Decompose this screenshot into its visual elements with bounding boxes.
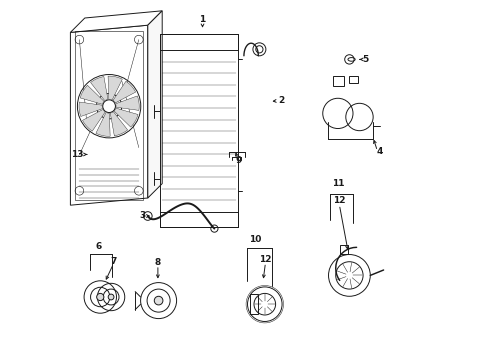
Bar: [349, 76, 358, 83]
Bar: [160, 212, 238, 227]
Polygon shape: [113, 81, 136, 103]
Circle shape: [97, 293, 104, 301]
Bar: [74, 31, 144, 200]
Text: 8: 8: [155, 258, 161, 266]
Polygon shape: [79, 102, 102, 117]
Polygon shape: [110, 112, 127, 136]
Text: 2: 2: [278, 96, 284, 105]
Polygon shape: [114, 108, 138, 127]
Text: 4: 4: [377, 147, 383, 156]
Bar: [341, 245, 347, 254]
Text: 9: 9: [236, 156, 242, 165]
Bar: [160, 34, 238, 50]
Text: 7: 7: [110, 256, 117, 265]
Polygon shape: [148, 11, 162, 198]
Text: 1: 1: [199, 15, 206, 24]
Polygon shape: [71, 11, 162, 32]
Text: 12: 12: [333, 197, 345, 205]
Polygon shape: [108, 76, 122, 100]
Polygon shape: [82, 109, 105, 131]
Text: 11: 11: [332, 179, 344, 188]
Text: 6: 6: [96, 242, 101, 251]
Polygon shape: [80, 85, 104, 104]
Text: 13: 13: [71, 150, 83, 159]
Polygon shape: [116, 96, 139, 111]
Circle shape: [154, 296, 163, 305]
Bar: [160, 34, 238, 227]
Circle shape: [108, 294, 114, 300]
Text: 5: 5: [363, 55, 368, 64]
Text: 10: 10: [248, 235, 261, 244]
Text: 3: 3: [139, 211, 146, 220]
Text: 12: 12: [259, 255, 272, 264]
Bar: [333, 76, 344, 86]
Circle shape: [103, 100, 116, 113]
Bar: [250, 294, 258, 314]
Polygon shape: [96, 112, 110, 136]
Circle shape: [97, 94, 122, 119]
Polygon shape: [91, 77, 108, 101]
